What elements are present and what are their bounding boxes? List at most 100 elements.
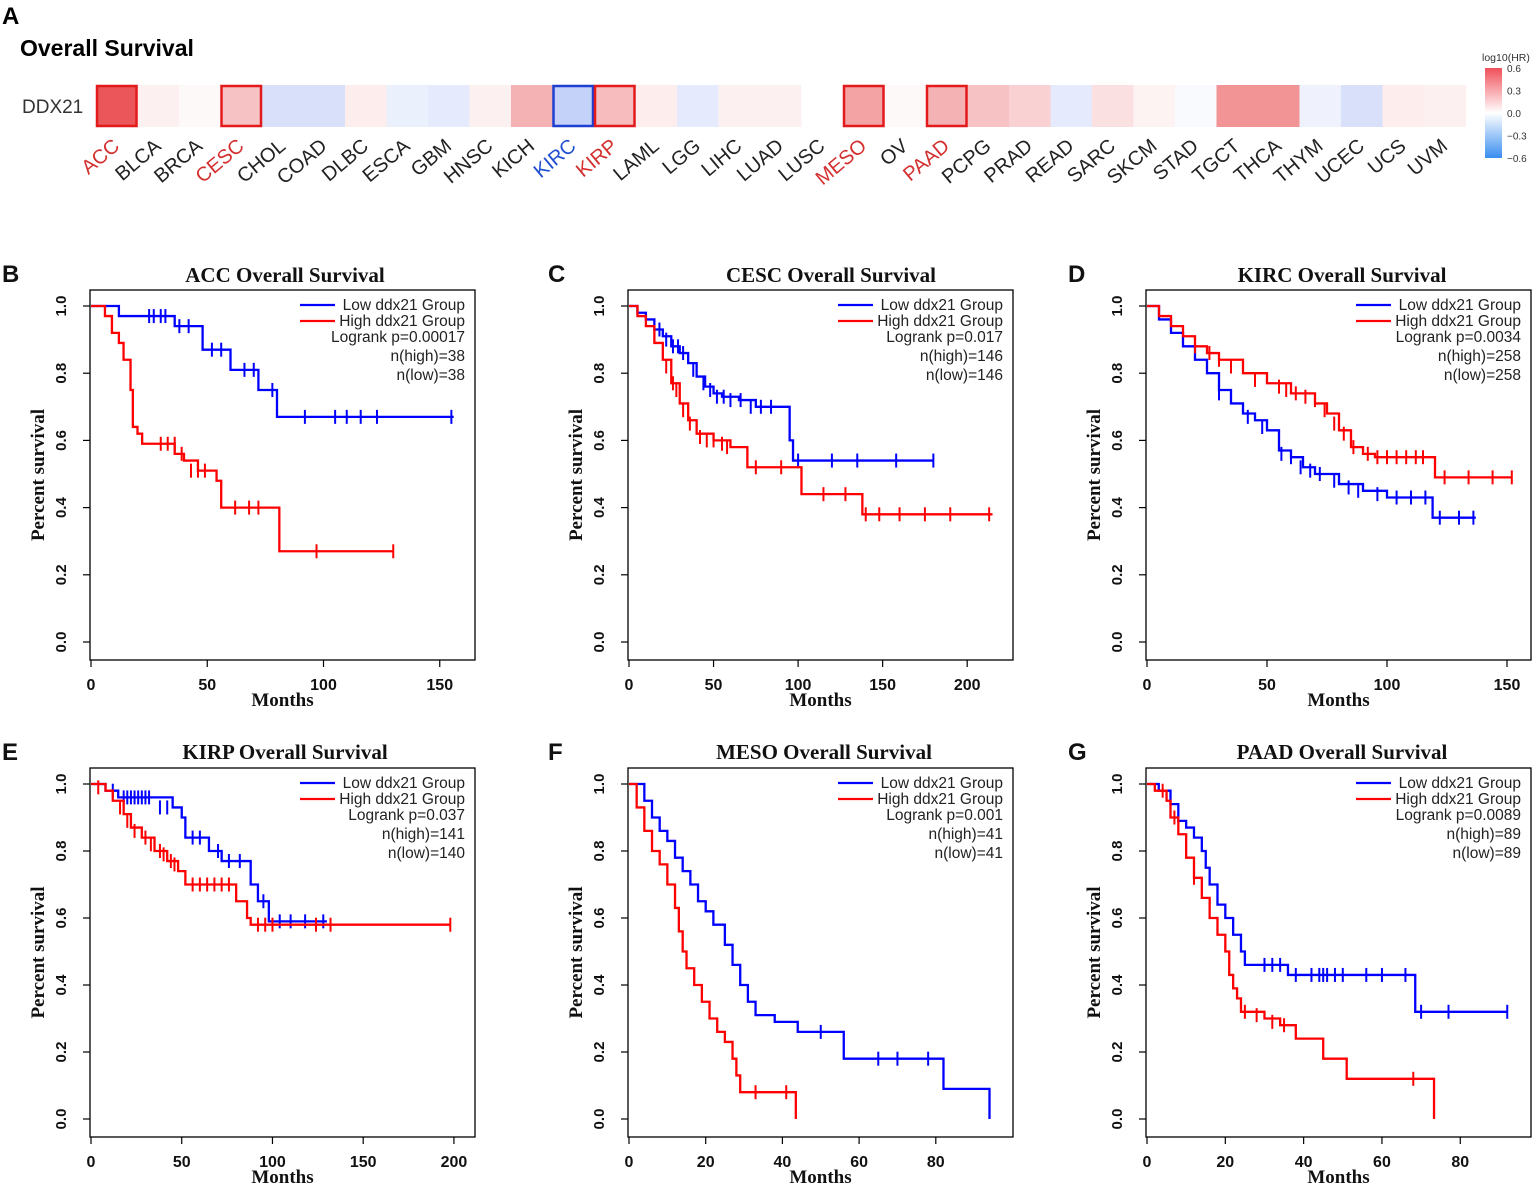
y-tick-label: 0.8 [53,841,70,862]
x-axis-label: Months [1307,690,1369,711]
x-axis-label: Months [251,1167,313,1183]
heatmap-cell [345,85,387,127]
heatmap-cell [469,85,512,127]
heatmap-cell [1424,85,1466,127]
legend-entry: High ddx21 Group [1395,791,1521,808]
y-tick-label: 1.0 [591,774,608,795]
y-tick-label: 0.6 [1109,908,1126,929]
panel-label: C [548,261,565,288]
x-tick-label: 0 [1143,677,1152,694]
survival-curve-low [91,782,327,923]
survival-curve-low [629,304,934,462]
km-panels: B ACC Overall Survival 0 50 100 150 0.0 0.2 0.4 0… [2,261,1532,1183]
y-tick-label: 0.8 [591,841,608,862]
survival-curve-low [629,782,991,1119]
heatmap-cell [1216,85,1259,127]
plot-frame [1145,767,1532,1138]
stat-text: n(low)=258 [1444,367,1521,384]
heatmap-cell [718,85,761,127]
y-axis-label: Percent survival [566,409,587,541]
km-panel-e: E KIRP Overall Survival 0 50 100 150 200 0.0 0.2… [2,739,476,1183]
stat-text: n(low)=140 [388,845,465,862]
heatmap-panel: A Overall Survival DDX21 ACCBLCABRCACESC… [2,3,1530,190]
y-tick-label: 0.4 [1109,974,1126,996]
x-tick-label: 20 [697,1154,715,1171]
x-tick-label: 0 [625,1154,634,1171]
heatmap-cancer-label: KIRC [530,135,581,183]
legend-title: log10(HR) [1482,52,1530,64]
chart-title: PAAD Overall Survival [1237,740,1448,764]
legend-entry: Low ddx21 Group [343,297,465,314]
panel-label: F [548,739,563,766]
heatmap-cell [1092,85,1134,127]
y-tick-label: 0.4 [591,497,608,519]
y-tick-label: 0.0 [591,1109,608,1130]
y-axis-label: Percent survival [1084,886,1105,1018]
legend-entry: High ddx21 Group [339,313,465,330]
y-tick-label: 0.8 [53,363,70,384]
heatmap-sig-box [925,84,968,128]
legend-tick-label: 0.0 [1507,109,1521,120]
x-axis-label: Months [789,690,851,711]
y-tick-label: 0.6 [591,908,608,929]
stat-text: Logrank p=0.001 [886,807,1003,824]
x-tick-label: 80 [927,1154,945,1171]
y-tick-label: 0.4 [53,974,70,996]
heatmap-cancer-labels: ACCBLCABRCACESCCHOLCOADDLBCESCAGBMHNSCKI… [77,135,1451,190]
heatmap-cell [677,85,719,127]
y-tick-label: 0.2 [1109,564,1126,585]
x-tick-label: 100 [785,677,812,694]
heatmap-cell [96,85,138,127]
heatmap-cell [303,85,346,127]
y-tick-label: 0.2 [53,564,70,585]
km-panel-b: B ACC Overall Survival 0 50 100 150 0.0 0.2 0.4 0… [2,261,476,711]
x-tick-label: 60 [850,1154,868,1171]
heatmap-sig-box [842,84,885,128]
heatmap-cell [1175,85,1217,127]
heatmap-cell [884,85,927,127]
y-axis-label: Percent survival [566,886,587,1018]
panel-label: E [2,739,18,766]
heatmap-cell [1050,85,1093,127]
legend-entry: Low ddx21 Group [1399,297,1521,314]
heatmap-cell [760,85,802,127]
heatmap-cell [1341,85,1383,127]
y-tick-label: 1.0 [53,774,70,795]
stat-text: Logrank p=0.037 [348,807,465,824]
heatmap-cell [386,85,429,127]
y-axis-label: Percent survival [28,409,49,541]
heatmap-cells [95,84,1466,128]
y-tick-label: 0.8 [1109,363,1126,384]
heatmap-cancer-label: UVM [1404,135,1452,180]
x-tick-label: 0 [87,677,96,694]
legend-entry: High ddx21 Group [877,313,1003,330]
survival-curve-high [91,782,451,926]
legend-entry: Low ddx21 Group [881,775,1003,792]
y-tick-label: 1.0 [53,296,70,317]
x-tick-label: 40 [1295,1154,1313,1171]
x-tick-label: 0 [625,677,634,694]
legend-tick-label: −0.3 [1507,132,1527,143]
survival-curve-high [1147,782,1436,1119]
heatmap-cancer-label: TGCT [1189,135,1245,187]
y-tick-label: 0.2 [1109,1042,1126,1063]
stat-text: n(high)=38 [390,348,465,365]
heatmap-sig-box [95,84,138,128]
heatmap-cell [511,85,553,127]
y-tick-label: 0.6 [591,430,608,451]
y-tick-label: 0.2 [591,1042,608,1063]
y-tick-label: 0.6 [1109,430,1126,451]
km-panel-f: F MESO Overall Survival 0 20 40 60 80 0.0 0.2 0.4… [548,739,1014,1183]
heatmap-cell [1258,85,1300,127]
heatmap-cell [1133,85,1176,127]
heatmap-cell [1009,85,1051,127]
survival-curve-high [629,782,797,1119]
y-tick-label: 0.4 [53,497,70,519]
legend-entry: Low ddx21 Group [881,297,1003,314]
heatmap-cell [801,85,844,127]
heatmap-sig-box [593,84,636,128]
x-tick-label: 150 [350,1154,377,1171]
heatmap-cell [220,85,263,127]
x-tick-label: 60 [1373,1154,1391,1171]
heatmap-cancer-label: LGG [658,135,705,179]
